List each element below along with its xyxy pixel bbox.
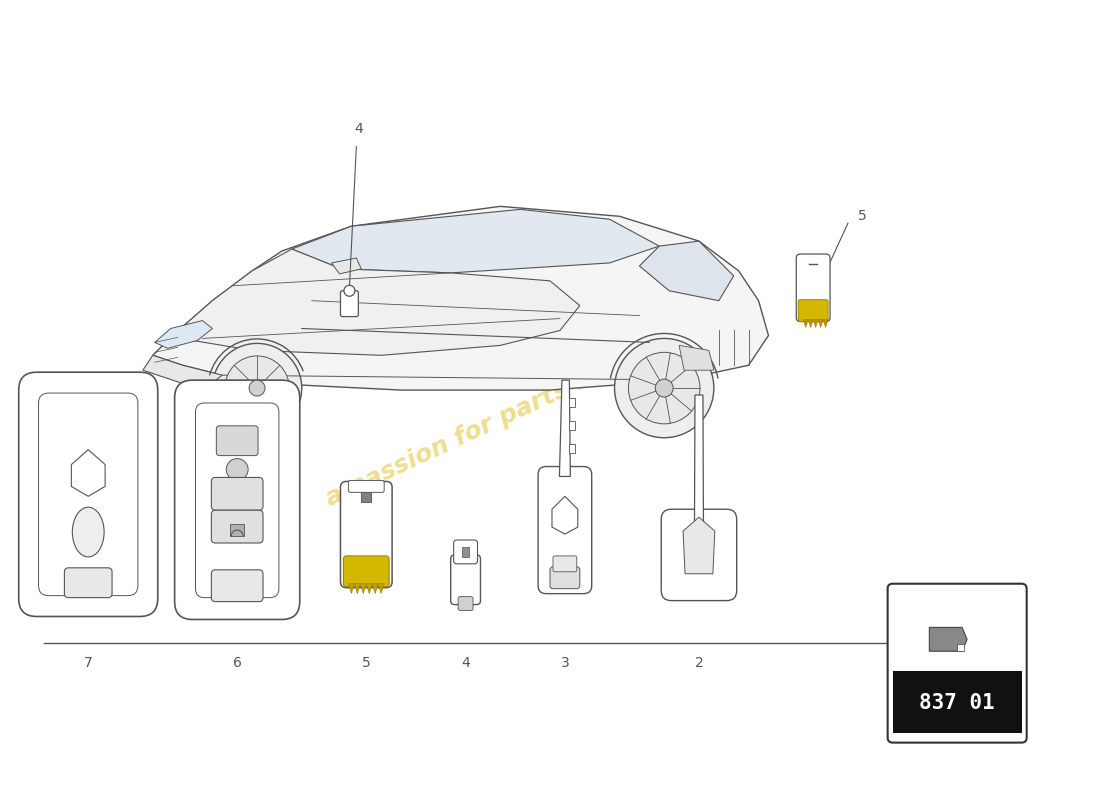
FancyBboxPatch shape <box>888 584 1026 742</box>
Polygon shape <box>153 206 769 390</box>
FancyBboxPatch shape <box>451 555 481 605</box>
Bar <box>892 671 1022 733</box>
FancyBboxPatch shape <box>341 290 359 317</box>
Polygon shape <box>679 346 714 370</box>
Text: 4: 4 <box>354 122 363 136</box>
Polygon shape <box>155 321 212 348</box>
Polygon shape <box>694 395 703 521</box>
Text: a passion for parts since 1985: a passion for parts since 1985 <box>322 309 718 510</box>
Bar <box>957 644 964 651</box>
Polygon shape <box>361 584 366 594</box>
FancyBboxPatch shape <box>211 510 263 543</box>
Polygon shape <box>331 258 361 274</box>
FancyBboxPatch shape <box>538 466 592 594</box>
FancyBboxPatch shape <box>211 478 263 510</box>
Text: 2: 2 <box>694 656 703 670</box>
FancyBboxPatch shape <box>175 380 300 619</box>
Text: 5: 5 <box>362 656 371 670</box>
Text: 5: 5 <box>858 210 867 223</box>
FancyBboxPatch shape <box>196 403 279 598</box>
Polygon shape <box>292 210 659 273</box>
FancyBboxPatch shape <box>458 597 473 610</box>
Circle shape <box>249 380 265 396</box>
FancyBboxPatch shape <box>217 426 258 456</box>
Polygon shape <box>143 355 222 390</box>
Text: 837 01: 837 01 <box>920 693 996 713</box>
Polygon shape <box>378 584 384 594</box>
Bar <box>230 524 244 536</box>
Text: 7: 7 <box>84 656 92 670</box>
Polygon shape <box>639 241 734 301</box>
Bar <box>570 444 575 453</box>
FancyBboxPatch shape <box>39 393 138 596</box>
Text: 1: 1 <box>899 656 907 670</box>
Polygon shape <box>823 319 828 327</box>
Polygon shape <box>349 584 354 594</box>
Circle shape <box>227 458 249 481</box>
Polygon shape <box>803 319 808 327</box>
Bar <box>570 421 575 430</box>
Circle shape <box>615 338 714 438</box>
FancyBboxPatch shape <box>453 540 477 564</box>
Circle shape <box>656 379 673 397</box>
Polygon shape <box>808 319 813 327</box>
Text: 6: 6 <box>233 656 242 670</box>
FancyBboxPatch shape <box>661 510 737 601</box>
FancyBboxPatch shape <box>341 482 392 588</box>
Polygon shape <box>372 584 378 594</box>
FancyBboxPatch shape <box>796 254 830 322</box>
Circle shape <box>224 356 289 420</box>
Polygon shape <box>173 249 580 355</box>
FancyBboxPatch shape <box>343 556 389 586</box>
Text: 3: 3 <box>561 656 570 670</box>
Polygon shape <box>366 584 372 594</box>
Polygon shape <box>560 380 571 477</box>
Bar <box>361 490 371 502</box>
FancyBboxPatch shape <box>349 481 384 492</box>
Text: 4: 4 <box>461 656 470 670</box>
FancyBboxPatch shape <box>65 568 112 598</box>
Ellipse shape <box>73 507 104 557</box>
FancyBboxPatch shape <box>19 372 157 617</box>
Polygon shape <box>818 319 823 327</box>
FancyBboxPatch shape <box>553 556 576 572</box>
Polygon shape <box>813 319 818 327</box>
Bar <box>570 398 575 407</box>
FancyBboxPatch shape <box>550 567 580 589</box>
FancyBboxPatch shape <box>799 300 828 322</box>
Bar <box>462 547 469 557</box>
Circle shape <box>344 286 355 296</box>
Polygon shape <box>683 517 715 574</box>
Circle shape <box>212 343 301 433</box>
FancyBboxPatch shape <box>211 570 263 602</box>
Polygon shape <box>354 584 361 594</box>
Polygon shape <box>930 627 967 651</box>
Circle shape <box>628 352 700 424</box>
